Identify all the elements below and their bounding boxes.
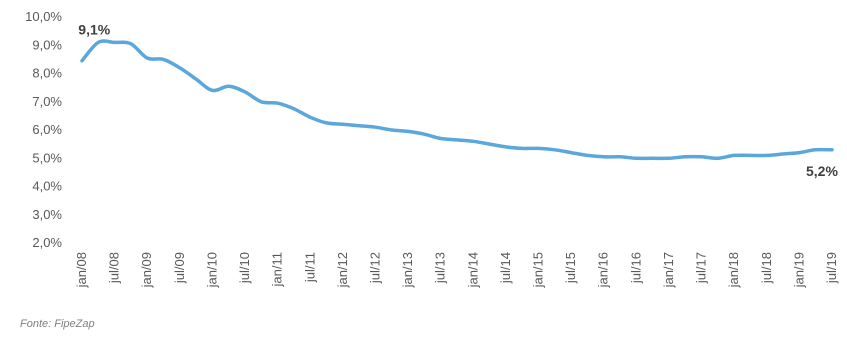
y-axis: 2,0% 3,0% 4,0% 5,0% 6,0% 7,0% 8,0% 9,0% 10,0% [25, 9, 62, 250]
x-tick-label: jul/16 [628, 252, 643, 284]
y-tick-label: 2,0% [32, 235, 62, 250]
x-tick-label: jul/12 [367, 252, 382, 284]
x-tick-label: jan/15 [531, 252, 546, 288]
x-tick-label: jul/11 [302, 252, 317, 283]
y-tick-label: 4,0% [32, 179, 62, 194]
y-tick-label: 10,0% [25, 9, 62, 24]
x-tick-label: jul/13 [433, 252, 448, 284]
x-tick-label: jul/09 [172, 252, 187, 284]
x-tick-label: jan/10 [204, 252, 219, 288]
x-tick-label: jan/19 [791, 252, 806, 288]
x-tick-label: jul/15 [563, 252, 578, 284]
source-note: Fonte: FipeZap [20, 318, 95, 330]
x-tick-label: jul/10 [237, 252, 252, 284]
x-tick-label: jan/08 [74, 252, 89, 288]
x-tick-label: jan/13 [400, 252, 415, 288]
series-area [80, 39, 834, 161]
x-tick-label: jul/17 [694, 252, 709, 284]
x-tick-label: jul/19 [824, 252, 839, 284]
x-tick-label: jul/08 [107, 252, 122, 284]
x-tick-label: jul/14 [498, 252, 513, 284]
x-tick-label: jan/11 [270, 252, 285, 287]
y-tick-label: 8,0% [32, 66, 62, 81]
x-tick-label: jan/12 [335, 252, 350, 288]
y-tick-label: 3,0% [32, 207, 62, 222]
series-line [80, 39, 834, 161]
y-tick-label: 6,0% [32, 122, 62, 137]
x-tick-label: jan/18 [726, 252, 741, 288]
x-tick-label: jan/17 [661, 252, 676, 288]
x-tick-label: jan/16 [596, 252, 611, 288]
x-axis: jan/08 jul/08 jan/09 jul/09 jan/10 jul/10 jan/… [74, 252, 839, 288]
data-labels: 9,1% 5,2% [78, 21, 838, 178]
y-tick-label: 9,0% [32, 37, 62, 52]
data-label: 5,2% [806, 163, 838, 179]
x-tick-label: jul/18 [759, 252, 774, 284]
y-tick-label: 7,0% [32, 94, 62, 109]
data-label: 9,1% [78, 21, 110, 37]
y-tick-label: 5,0% [32, 150, 62, 165]
x-tick-label: jan/14 [465, 252, 480, 288]
x-tick-label: jan/09 [139, 252, 154, 288]
